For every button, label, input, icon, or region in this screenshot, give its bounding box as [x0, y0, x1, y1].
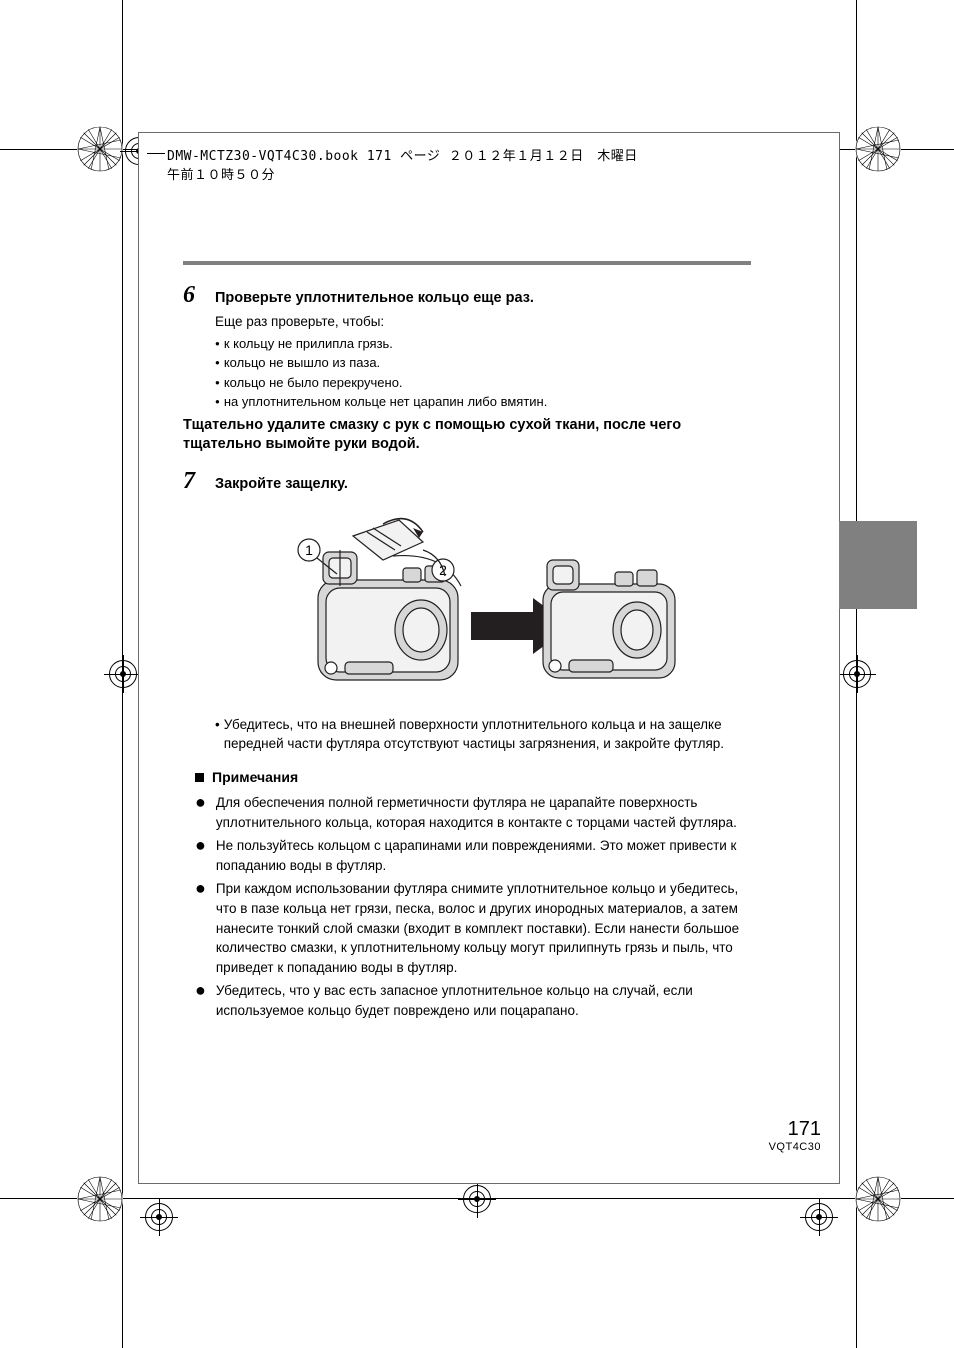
- notes-item: ●При каждом использовании футляра снимит…: [195, 879, 751, 977]
- corner-burst-br: [855, 1176, 901, 1222]
- reg-mark-bl2: [140, 1198, 178, 1236]
- reg-mark-right: [838, 655, 876, 693]
- notes-list: ●Для обеспечения полной герметичности фу…: [195, 793, 751, 1020]
- notes-heading: Примечания: [195, 768, 751, 787]
- step-6-bullets: ●к кольцу не прилипла грязь.●кольцо не в…: [215, 334, 751, 412]
- notes-item: ●Для обеспечения полной герметичности фу…: [195, 793, 751, 832]
- page-code: VQT4C30: [769, 1141, 821, 1153]
- step-6-bullet: ●кольцо не было перекручено.: [215, 373, 751, 393]
- page-footer: 171 VQT4C30: [769, 1118, 821, 1153]
- step-6-header: 6 Проверьте уплотнительное кольцо еще ра…: [183, 283, 751, 309]
- header-rule: DMW-MCTZ30-VQT4C30.book 171 ページ ２０１２年１月１…: [147, 153, 651, 173]
- corner-burst-bl: [77, 1176, 123, 1222]
- step-7-title: Закройте защелку.: [215, 475, 348, 495]
- step-7-figure: 1 2: [215, 508, 751, 706]
- callout-1: 1: [305, 542, 313, 558]
- reg-mark-br2: [800, 1198, 838, 1236]
- step-7-after-figure: • Убедитесь, что на внешней поверхности …: [215, 716, 751, 754]
- step-6-bullet: ●на уплотнительном кольце нет царапин ли…: [215, 392, 751, 412]
- page-number: 171: [769, 1118, 821, 1141]
- step-6-title: Проверьте уплотнительное кольцо еще раз.: [215, 289, 534, 309]
- step-6-num: 6: [183, 283, 205, 307]
- notes-heading-text: Примечания: [212, 768, 298, 787]
- step-7-header: 7 Закройте защелку.: [183, 469, 751, 495]
- step-6-intro: Еще раз проверьте, чтобы:: [215, 313, 751, 331]
- page: DMW-MCTZ30-VQT4C30.book 171 ページ ２０１２年１月１…: [138, 132, 840, 1184]
- step-6-bullet: ●к кольцу не прилипла грязь.: [215, 334, 751, 354]
- notes-item: ●Не пользуйтесь кольцом с царапинами или…: [195, 836, 751, 875]
- step-6-bold-para: Тщательно удалите смазку с рук с помощью…: [183, 416, 751, 455]
- reg-mark-left: [104, 655, 142, 693]
- content: 6 Проверьте уплотнительное кольцо еще ра…: [183, 261, 751, 1024]
- square-bullet-icon: [195, 773, 204, 782]
- separator-bar: [183, 261, 751, 265]
- side-tab: [839, 521, 917, 609]
- step-6-bullet: ●кольцо не вышло из паза.: [215, 353, 751, 373]
- header-text: DMW-MCTZ30-VQT4C30.book 171 ページ ２０１２年１月１…: [165, 145, 651, 183]
- step-7-num: 7: [183, 469, 205, 493]
- notes-item: ●Убедитесь, что у вас есть запасное упло…: [195, 981, 751, 1020]
- step-7-after-text: Убедитесь, что на внешней поверхности уп…: [224, 716, 751, 754]
- reg-mark-bottom: [458, 1180, 496, 1218]
